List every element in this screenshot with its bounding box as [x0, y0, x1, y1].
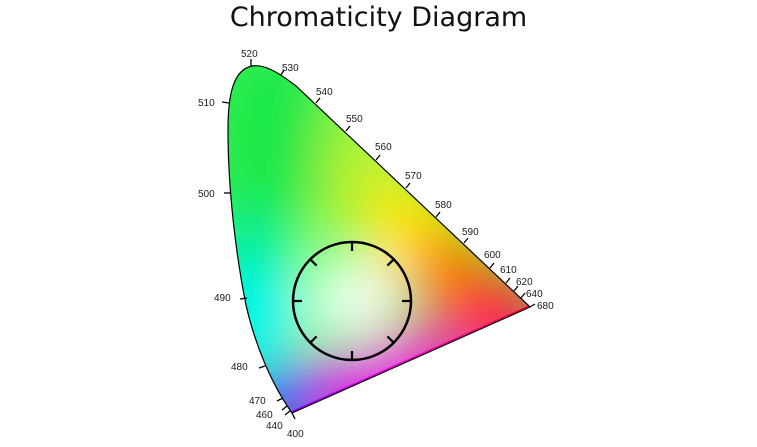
wavelength-label-460: 460 — [256, 410, 273, 421]
spectral-locus-outline — [227, 65, 532, 414]
page-title: Chromaticity Diagram — [229, 2, 528, 33]
wavelength-label-540: 540 — [316, 87, 333, 98]
hue-circle-tick — [309, 258, 318, 267]
wavelength-ticks — [221, 59, 536, 420]
wavelength-label-620: 620 — [516, 277, 533, 288]
gamut-fill — [228, 65, 530, 414]
wavelength-label-510: 510 — [198, 98, 215, 109]
hue-circle — [291, 240, 413, 362]
wavelength-label-440: 440 — [266, 421, 283, 432]
hue-circle-tick — [386, 335, 395, 344]
wavelength-labels: 400 440 460 470 480 490 500 510 520 530 … — [198, 49, 554, 440]
wavelength-label-640: 640 — [526, 289, 543, 300]
wavelength-label-500: 500 — [198, 189, 215, 200]
wavelength-label-530: 530 — [282, 63, 299, 74]
hue-circle-tick — [309, 335, 318, 344]
wavelength-label-550: 550 — [346, 114, 363, 125]
wavelength-label-400: 400 — [287, 429, 304, 440]
hue-circle-ticks — [293, 242, 411, 360]
wavelength-label-590: 590 — [462, 227, 479, 238]
wavelength-label-470: 470 — [249, 396, 266, 407]
hue-circle-tick — [386, 258, 395, 267]
wavelength-label-480: 480 — [231, 362, 248, 373]
wavelength-label-570: 570 — [405, 171, 422, 182]
wavelength-label-490: 490 — [214, 293, 231, 304]
wavelength-label-610: 610 — [500, 265, 517, 276]
wavelength-label-680: 680 — [537, 301, 554, 312]
wavelength-label-580: 580 — [435, 200, 452, 211]
wavelength-label-520: 520 — [241, 49, 258, 60]
wavelength-label-560: 560 — [375, 142, 392, 153]
wavelength-label-600: 600 — [484, 250, 501, 261]
